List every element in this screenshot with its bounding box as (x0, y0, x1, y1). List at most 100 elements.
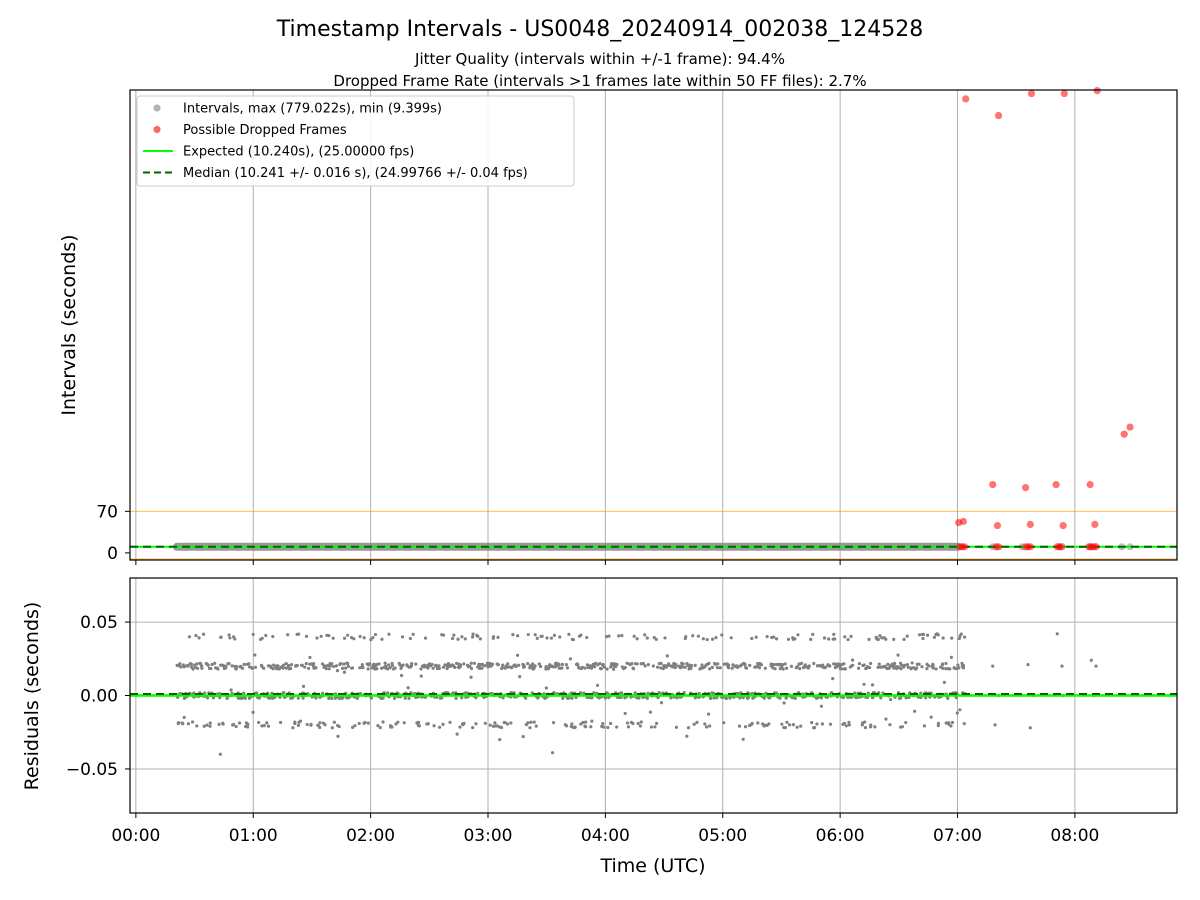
residual-point (638, 724, 642, 728)
residual-point (246, 725, 250, 729)
residual-point (190, 720, 195, 724)
residual-point (691, 634, 695, 638)
residual-point (957, 666, 961, 670)
residual-point (496, 663, 500, 667)
residual-point (821, 663, 825, 667)
residual-point (518, 675, 522, 679)
dropped-frame-point (1086, 481, 1094, 489)
residual-point (811, 632, 815, 636)
residual-point (454, 696, 458, 700)
residual-point (568, 657, 573, 661)
residual-point (738, 696, 742, 700)
residual-point (695, 720, 699, 724)
residual-point (888, 723, 892, 727)
residual-point (499, 725, 504, 730)
residual-point (744, 666, 749, 670)
residual-point (291, 726, 295, 730)
residual-point (704, 725, 709, 729)
residual-point (500, 666, 504, 670)
residual-point (601, 722, 605, 726)
residual-point (899, 667, 903, 671)
residual-point (932, 635, 936, 639)
residual-point (300, 663, 304, 667)
residual-point (336, 734, 340, 738)
residual-point (902, 637, 906, 641)
residual-point (521, 735, 525, 739)
residual-point (205, 696, 210, 700)
residual-point (407, 696, 411, 700)
residual-point (782, 701, 786, 705)
residual-point (260, 636, 264, 640)
residual-point (689, 663, 694, 668)
residual-point (368, 662, 372, 666)
residual-point (323, 723, 327, 727)
residual-point (606, 725, 610, 730)
residual-point (353, 724, 357, 728)
residual-point (948, 667, 952, 671)
residual-point (416, 720, 421, 724)
residual-point (604, 635, 609, 639)
residual-point (529, 664, 534, 669)
residual-point (350, 666, 355, 670)
residual-point (685, 734, 689, 738)
residual-point (866, 691, 870, 695)
residual-point (251, 710, 255, 715)
dropped-frame-point (1026, 520, 1034, 528)
residual-point (941, 636, 945, 640)
dropped-frame-point (1059, 521, 1067, 530)
residual-point (608, 721, 613, 726)
residual-point (533, 664, 537, 668)
residual-point (386, 691, 390, 695)
residual-point (730, 666, 734, 670)
residual-point (282, 691, 286, 695)
residual-point (781, 663, 785, 667)
residual-point (674, 662, 678, 667)
residual-point (615, 725, 619, 729)
residual-point (476, 634, 480, 638)
residual-point (653, 725, 657, 729)
residual-point (323, 664, 328, 668)
residual-point (847, 720, 851, 724)
residual-point (754, 635, 758, 639)
residual-point (469, 675, 473, 679)
residual-point (469, 666, 474, 671)
legend: Intervals, max (779.022s), min (9.399s) P… (136, 95, 575, 187)
residual-point (612, 667, 616, 671)
residual-point (558, 635, 562, 639)
residual-point (654, 637, 658, 641)
residual-point (783, 725, 787, 730)
residual-point (936, 724, 940, 728)
bottom-y-tick-label: −0.05 (66, 760, 118, 780)
residual-point (203, 691, 207, 695)
residual-point (710, 637, 715, 641)
residual-point (230, 664, 234, 668)
residual-point (557, 663, 561, 667)
residual-point (813, 726, 817, 730)
residual-point (820, 722, 825, 726)
residual-point (902, 663, 907, 667)
residual-point (870, 683, 875, 687)
residual-point (532, 720, 536, 724)
residual-point (488, 723, 492, 727)
residual-point (863, 720, 867, 724)
residual-point (954, 696, 958, 700)
residual-point (247, 662, 251, 666)
residual-point (369, 696, 373, 700)
residual-point (186, 663, 190, 667)
residual-point (327, 696, 331, 700)
residual-point (649, 725, 654, 729)
residual-point (936, 633, 940, 637)
residual-point (218, 752, 222, 756)
residual-point (448, 720, 452, 724)
residual-point (919, 691, 923, 695)
residual-point (417, 724, 422, 728)
residual-point (452, 633, 456, 637)
legend-label: Intervals, max (779.022s), min (9.399s) (183, 102, 442, 117)
residual-point (230, 691, 234, 695)
residual-point (659, 661, 663, 665)
bottom-y-axis-label: Residuals (seconds) (21, 602, 43, 791)
residual-point (862, 663, 866, 667)
residual-point (483, 664, 487, 668)
residual-point (455, 732, 459, 736)
residual-point (178, 662, 182, 666)
